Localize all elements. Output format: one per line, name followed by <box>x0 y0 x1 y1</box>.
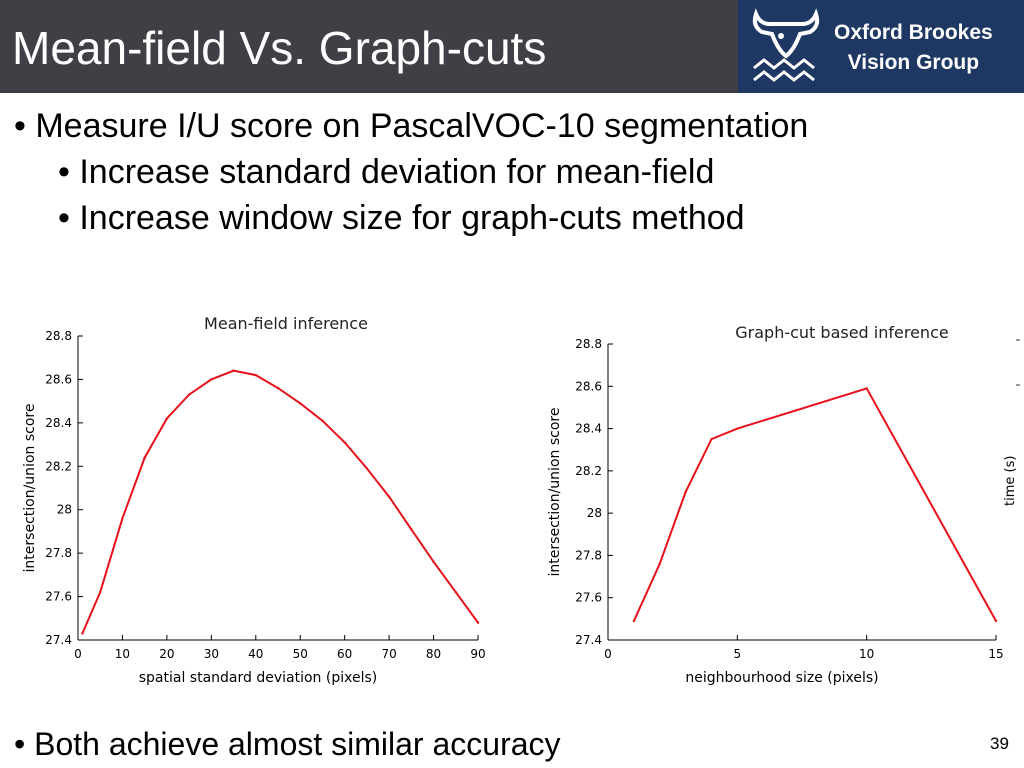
edge-tick-mark <box>1016 339 1020 341</box>
footer-bullet: • Both achieve almost similar accuracy <box>14 726 561 762</box>
x-tick-label: 70 <box>381 647 396 661</box>
data-point <box>632 619 636 623</box>
data-point <box>710 437 713 441</box>
chart-title: Graph-cut based inference <box>735 323 948 342</box>
data-point <box>232 369 235 372</box>
y-tick-label: 27.8 <box>45 546 72 560</box>
data-point <box>432 560 435 564</box>
mean-field-chart: 27.4 27.6 27.8 28 28.2 28.4 28.6 28.8 0 10 20 30 40 5… <box>22 314 486 686</box>
x-tick-label: 30 <box>204 647 219 661</box>
data-point <box>387 495 391 498</box>
bullet-item-1: • Measure I/U score on PascalVOC-10 segm… <box>14 107 809 145</box>
data-point <box>121 517 124 520</box>
bullet-item-3: • Increase window size for graph-cuts me… <box>58 199 745 237</box>
data-point <box>684 490 687 494</box>
data-point <box>254 373 257 377</box>
edge-axis-label-text: time (s) <box>1003 456 1018 506</box>
logo-line-1: Oxford Brookes <box>834 21 993 44</box>
page-number: 39 <box>990 734 1009 753</box>
data-point <box>187 393 191 396</box>
y-tick-label: 27.8 <box>575 548 602 562</box>
graph-cut-chart: 27.4 27.6 27.8 28 28.2 28.4 28.6 28.8 0 5 10 15 Grap… <box>547 323 1004 686</box>
y-tick-label: 27.4 <box>575 633 602 647</box>
chart-title: Mean-field inference <box>204 314 368 333</box>
y-tick-label: 28.4 <box>45 416 72 430</box>
data-point <box>736 427 739 430</box>
y-tick-label: 28.2 <box>45 459 72 473</box>
data-point <box>143 456 146 459</box>
logo-text: Oxford Brookes Vision Group <box>834 18 993 78</box>
series-line <box>632 387 997 622</box>
y-tick-label: 27.6 <box>45 590 72 604</box>
data-point <box>865 387 868 390</box>
x-tick-label: 0 <box>74 647 82 661</box>
x-tick-label: 10 <box>859 647 874 661</box>
bullet-item-2: • Increase standard deviation for mean-f… <box>58 153 715 191</box>
x-tick-label: 50 <box>293 647 308 661</box>
data-point <box>343 441 346 444</box>
data-point <box>658 562 661 566</box>
data-point <box>994 619 998 623</box>
y-tick-label: 28.2 <box>575 464 602 478</box>
edge-tick-mark <box>1016 384 1020 386</box>
ox-head-icon <box>752 8 820 82</box>
y-tick-label: 28.8 <box>45 329 72 343</box>
x-tick-label: 90 <box>470 647 485 661</box>
data-point <box>81 632 84 635</box>
y-axis-title: intersection/union score <box>547 408 563 577</box>
y-tick-label: 28 <box>57 503 72 517</box>
data-point <box>276 386 280 390</box>
data-point <box>454 591 457 594</box>
data-point <box>299 402 302 405</box>
x-axis-title: neighbourhood size (pixels) <box>685 670 878 686</box>
y-axis-title: intersection/union score <box>22 404 38 573</box>
y-tick-label: 28.4 <box>575 422 602 436</box>
x-tick-label: 5 <box>734 647 742 661</box>
data-point <box>165 417 169 420</box>
x-tick-label: 80 <box>426 647 441 661</box>
data-point <box>321 419 324 422</box>
y-tick-label: 27.4 <box>45 633 72 647</box>
x-tick-label: 15 <box>988 647 1003 661</box>
title-bar: Mean-field Vs. Graph-cuts <box>0 0 738 93</box>
data-point <box>210 378 213 381</box>
x-tick-label: 40 <box>248 647 263 661</box>
y-tick-label: 27.6 <box>575 591 602 605</box>
y-tick-label: 28 <box>587 506 602 520</box>
series-line <box>81 369 479 634</box>
y-tick-label: 28.8 <box>575 337 602 351</box>
x-tick-label: 60 <box>337 647 352 661</box>
slide-title: Mean-field Vs. Graph-cuts <box>12 22 547 74</box>
x-tick-label: 20 <box>159 647 174 661</box>
x-axis-title: spatial standard deviation (pixels) <box>139 670 377 686</box>
x-tick-label: 0 <box>604 647 612 661</box>
y-tick-label: 28.6 <box>45 372 72 386</box>
data-point <box>476 621 480 624</box>
data-point <box>410 528 413 531</box>
x-tick-label: 10 <box>115 647 130 661</box>
edge-axis-label: time (s) <box>1003 456 1018 506</box>
data-point <box>365 467 369 470</box>
logo-line-2: Vision Group <box>847 51 980 74</box>
data-point <box>99 591 102 594</box>
logo: Oxford Brookes Vision Group <box>738 0 1024 93</box>
y-tick-label: 28.6 <box>575 379 602 393</box>
